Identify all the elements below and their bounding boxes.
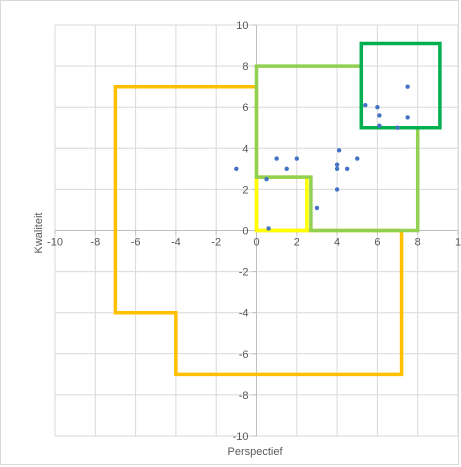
data-point (355, 156, 360, 161)
y-tick-label: -6 (239, 349, 249, 361)
y-axis-title: Kwaliteit (33, 213, 45, 254)
x-tick-label: 4 (334, 237, 340, 249)
y-tick-label: -10 (233, 431, 249, 443)
y-tick-labels: 10 8 6 4 2 0 -2 -4 -6 -8 -10 (233, 20, 249, 443)
y-tick-label: -8 (239, 390, 249, 402)
data-point (334, 162, 340, 167)
data-point (344, 166, 350, 172)
data-point (334, 187, 340, 192)
regions (113, 41, 442, 377)
y-tick-label: 6 (242, 102, 248, 114)
x-tick-label: 0 (253, 237, 259, 249)
y-tick-label: 8 (242, 61, 248, 73)
x-tick-label: 2 (294, 237, 300, 249)
x-tick-label: -10 (47, 237, 63, 249)
y-tick-label: -4 (239, 308, 249, 320)
data-point (336, 148, 342, 153)
x-axis-title: Perspectief (227, 446, 283, 458)
data-point (234, 166, 239, 172)
region-outline (359, 41, 442, 130)
x-tick-labels: -10 -8 -6 -4 -2 0 2 4 6 8 1 (47, 237, 461, 249)
data-point (395, 125, 400, 130)
data-point (377, 113, 382, 118)
x-tick-label: 1 (455, 237, 461, 249)
y-tick-label: 2 (242, 184, 248, 196)
x-tick-label: 8 (415, 237, 421, 249)
y-tick-label: 4 (242, 143, 248, 155)
data-point (375, 105, 380, 110)
y-tick-label: 10 (236, 20, 248, 32)
data-point (334, 166, 340, 172)
data-point (314, 205, 320, 211)
data-point (377, 123, 382, 128)
data-point (264, 176, 269, 182)
data-point (294, 156, 299, 161)
data-point (405, 84, 410, 89)
data-point (363, 102, 368, 108)
y-tick-label: 0 (242, 226, 248, 238)
data-point (405, 115, 410, 120)
data-points (234, 84, 410, 231)
x-tick-label: -4 (171, 237, 181, 249)
x-tick-label: -6 (131, 237, 141, 249)
y-tick-label: -2 (239, 267, 249, 279)
data-point (266, 226, 271, 231)
x-tick-label: 6 (374, 237, 380, 249)
region-outline (254, 175, 309, 233)
data-point (274, 156, 279, 161)
x-tick-label: -2 (211, 237, 221, 249)
x-tick-label: -8 (90, 237, 100, 249)
data-point (284, 166, 289, 172)
